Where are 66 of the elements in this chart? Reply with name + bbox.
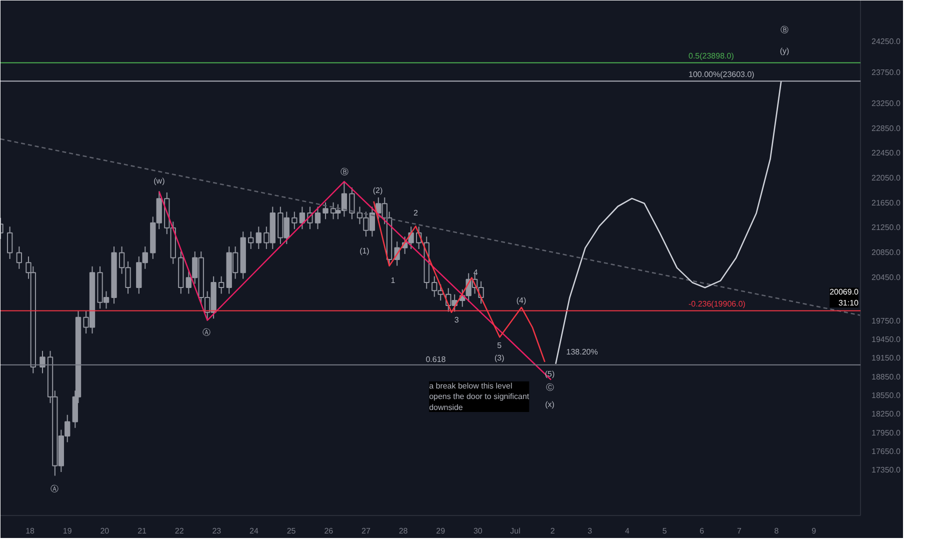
x-tick-label: 6 bbox=[700, 526, 705, 536]
x-tick-label: 25 bbox=[286, 526, 296, 536]
annotation: 20069.0 31:10 bbox=[830, 288, 860, 308]
ref-line-label: 100.00%(23603.0) bbox=[688, 70, 755, 80]
x-tick-label: 26 bbox=[324, 526, 334, 536]
annotation: 4 bbox=[473, 268, 478, 277]
x-tick-label: 22 bbox=[174, 526, 184, 536]
y-tick-label: 24250.0 bbox=[872, 36, 901, 46]
annotation: (w) bbox=[154, 176, 166, 186]
annotation: (2) bbox=[372, 186, 383, 196]
annotation: (4) bbox=[516, 296, 526, 306]
annotation: Ⓑ bbox=[780, 26, 788, 35]
y-tick-label: 18550.0 bbox=[872, 390, 901, 400]
y-tick-label: 19750.0 bbox=[872, 316, 901, 326]
y-tick-label: 17950.0 bbox=[872, 428, 901, 438]
y-tick-label: 23250.0 bbox=[872, 99, 901, 108]
y-tick-label: 21650.0 bbox=[872, 198, 901, 208]
y-tick-label: 17350.0 bbox=[872, 466, 901, 475]
x-tick-label: 28 bbox=[398, 526, 408, 536]
x-tick-label: 5 bbox=[662, 526, 668, 536]
annotation: 3 bbox=[454, 315, 460, 324]
y-tick-label: 17650.0 bbox=[872, 446, 901, 456]
y-tick-label: 19150.0 bbox=[872, 354, 901, 363]
annotation: 2 bbox=[414, 208, 419, 218]
x-tick-label: 3 bbox=[588, 526, 593, 536]
annotation: Ⓐ bbox=[50, 484, 59, 494]
annotation: 138.20% bbox=[566, 348, 598, 357]
x-tick-label: 21 bbox=[138, 526, 148, 536]
x-tick-label: 30 bbox=[473, 526, 483, 536]
x-tick-label: 24 bbox=[250, 526, 259, 536]
x-tick-label: 2 bbox=[550, 526, 556, 536]
annotation: a break below this level opens the door to significant downside bbox=[429, 381, 530, 412]
x-tick-label: 29 bbox=[436, 526, 446, 536]
annotation: Ⓐ bbox=[202, 328, 211, 337]
x-tick-label: 4 bbox=[625, 526, 630, 536]
y-tick-label: 23750.0 bbox=[872, 68, 901, 77]
y-tick-label: 21250.0 bbox=[872, 223, 901, 232]
x-tick-label: 8 bbox=[774, 526, 780, 536]
y-tick-label: 22450.0 bbox=[872, 148, 901, 158]
y-tick-label: 18850.0 bbox=[872, 372, 901, 382]
annotation: (5) bbox=[544, 369, 555, 378]
x-tick-label: 23 bbox=[212, 526, 222, 536]
x-tick-label: 7 bbox=[736, 526, 742, 536]
annotation: (1) bbox=[360, 246, 370, 256]
y-tick-label: 20450.0 bbox=[872, 272, 901, 282]
y-tick-label: 20850.0 bbox=[872, 248, 901, 258]
y-tick-label: 22050.0 bbox=[872, 174, 901, 183]
ref-line-label: -0.236(19906.0) bbox=[688, 300, 746, 309]
annotation: 0.618 bbox=[426, 355, 446, 364]
annotation: (x) bbox=[545, 400, 555, 410]
ref-line-label: 0.5(23898.0) bbox=[688, 52, 734, 61]
x-tick-label: 18 bbox=[26, 526, 36, 536]
annotation: (y) bbox=[780, 46, 790, 56]
x-tick-label: 27 bbox=[362, 526, 371, 536]
y-tick-label: 19450.0 bbox=[872, 335, 901, 344]
annotation: Ⓑ bbox=[340, 167, 348, 176]
annotation: Ⓒ bbox=[546, 383, 554, 392]
x-tick-label: 20 bbox=[100, 526, 110, 536]
y-tick-label: 18250.0 bbox=[872, 410, 901, 419]
x-tick-label: Jul bbox=[510, 526, 521, 536]
annotation: 5 bbox=[497, 341, 502, 350]
x-tick-label: 19 bbox=[62, 526, 72, 536]
annotation: (3) bbox=[494, 354, 505, 363]
x-tick-label: 9 bbox=[812, 526, 817, 536]
annotation: 1 bbox=[390, 276, 396, 285]
y-tick-label: 22850.0 bbox=[872, 124, 901, 133]
